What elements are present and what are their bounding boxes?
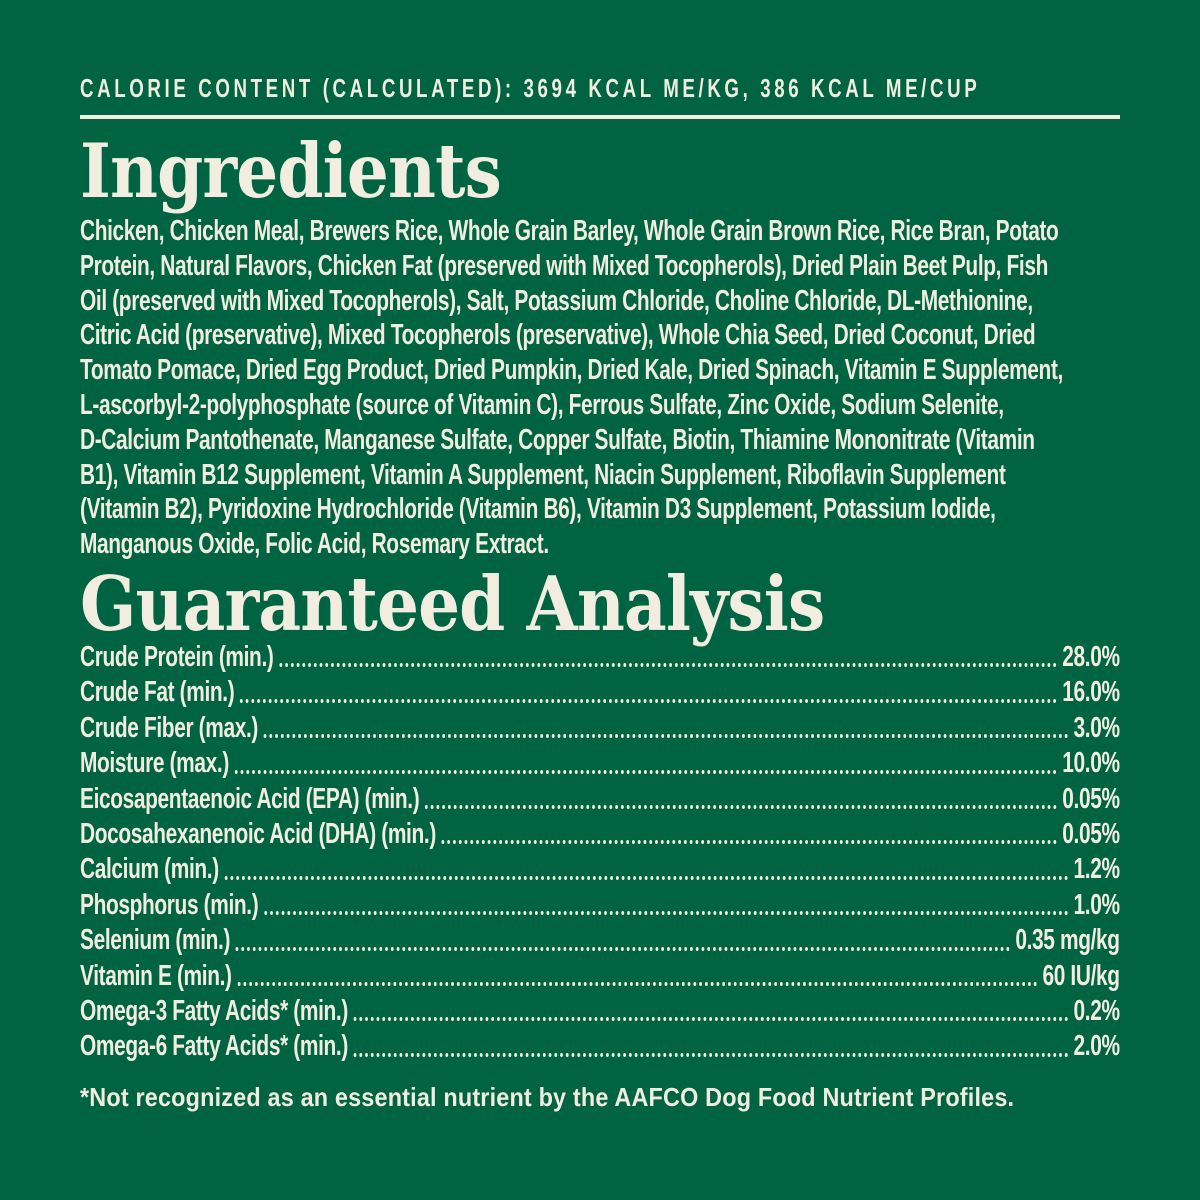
analysis-row: Crude Fat (min.) 16.0% (80, 675, 1120, 710)
guaranteed-analysis-table: Crude Protein (min.) 28.0% Crude Fat (mi… (80, 640, 1120, 1065)
analysis-row: Moisture (max.) 10.0% (80, 746, 1120, 781)
analysis-label: Docosahexanenoic Acid (DHA) (min.) (80, 818, 436, 850)
ingredients-line: Tomato Pomace, Dried Egg Product, Dried … (80, 354, 1063, 387)
ingredients-line: D-Calcium Pantothenate, Manganese Sulfat… (80, 423, 1035, 456)
analysis-label: Selenium (min.) (80, 924, 231, 957)
analysis-label: Omega-3 Fatty Acids* (min.) (80, 995, 348, 1028)
analysis-value: 60 IU/kg (1042, 959, 1120, 992)
analysis-row: Crude Protein (min.) 28.0% (80, 640, 1120, 675)
calorie-content-statement: CALORIE CONTENT (CALCULATED): 3694 KCAL … (80, 73, 981, 103)
analysis-value: 16.0% (1062, 676, 1120, 709)
analysis-label: Crude Fat (min.) (80, 676, 235, 709)
dot-leader (263, 734, 1069, 739)
dot-leader (264, 911, 1069, 916)
ingredients-line: B1), Vitamin B12 Supplement, Vitamin A S… (80, 458, 1006, 491)
analysis-value: 0.05% (1062, 782, 1120, 815)
analysis-row: Omega-6 Fatty Acids* (min.) 2.0% (80, 1029, 1120, 1064)
analysis-value: 0.2% (1073, 995, 1121, 1028)
analysis-value: 1.2% (1073, 853, 1121, 886)
dot-leader (224, 875, 1069, 880)
analysis-label: Phosphorus (min.) (80, 888, 259, 921)
dot-leader (425, 805, 1058, 809)
analysis-value: 0.05% (1062, 818, 1120, 850)
divider-rule (80, 115, 1120, 119)
analysis-label: Calcium (min.) (80, 853, 219, 886)
ingredients-line: Chicken, Chicken Meal, Brewers Rice, Who… (80, 215, 1059, 247)
ingredients-line: Oil (preserved with Mixed Tocopherols), … (80, 284, 1033, 317)
analysis-value: 0.35 mg/kg (1015, 924, 1120, 957)
ingredients-line: Citric Acid (preservative), Mixed Tocoph… (80, 319, 1036, 352)
analysis-row: Crude Fiber (max.) 3.0% (80, 711, 1120, 746)
ingredients-line: L-ascorbyl-2-polyphosphate (source of Vi… (80, 388, 1004, 421)
analysis-row: Eicosapentaenoic Acid (EPA) (min.) 0.05% (80, 782, 1120, 817)
dot-leader (279, 663, 1058, 668)
analysis-row: Omega-3 Fatty Acids* (min.) 0.2% (80, 994, 1120, 1029)
dot-leader (353, 1017, 1069, 1022)
dot-leader (240, 698, 1058, 703)
analysis-label: Crude Fiber (max.) (80, 711, 258, 744)
ingredients-paragraph: Chicken, Chicken Meal, Brewers Rice, Who… (80, 214, 1120, 562)
analysis-label: Moisture (max.) (80, 747, 229, 780)
analysis-value: 3.0% (1073, 711, 1121, 744)
analysis-row: Docosahexanenoic Acid (DHA) (min.) 0.05% (80, 817, 1120, 852)
ingredients-line: Protein, Natural Flavors, Chicken Fat (p… (80, 249, 1049, 282)
guaranteed-analysis-heading: Guaranteed Analysis (80, 559, 825, 648)
ingredients-heading: Ingredients (80, 127, 502, 215)
analysis-row: Vitamin E (min.) 60 IU/kg (80, 959, 1120, 994)
analysis-row: Selenium (min.) 0.35 mg/kg (80, 923, 1120, 958)
dot-leader (235, 946, 1011, 951)
ingredients-line: Manganous Oxide, Folic Acid, Rosemary Ex… (80, 528, 549, 561)
label-content: CALORIE CONTENT (CALCULATED): 3694 KCAL … (80, 73, 1120, 1112)
analysis-label: Crude Protein (min.) (80, 640, 274, 673)
analysis-row: Calcium (min.) 1.2% (80, 852, 1120, 887)
dot-leader (353, 1052, 1069, 1057)
ingredients-line: (Vitamin B2), Pyridoxine Hydrochloride (… (80, 493, 996, 526)
analysis-label: Eicosapentaenoic Acid (EPA) (min.) (80, 782, 420, 815)
analysis-value: 28.0% (1062, 640, 1120, 673)
dot-leader (237, 982, 1038, 987)
dot-leader (441, 840, 1058, 845)
analysis-row: Phosphorus (min.) 1.0% (80, 888, 1120, 923)
dot-leader (234, 769, 1058, 774)
analysis-value: 1.0% (1073, 888, 1121, 921)
analysis-value: 10.0% (1062, 747, 1120, 780)
aafco-footnote: *Not recognized as an essential nutrient… (80, 1081, 1015, 1112)
analysis-label: Vitamin E (min.) (80, 959, 232, 992)
analysis-label: Omega-6 Fatty Acids* (min.) (80, 1030, 348, 1063)
analysis-value: 2.0% (1073, 1030, 1121, 1063)
